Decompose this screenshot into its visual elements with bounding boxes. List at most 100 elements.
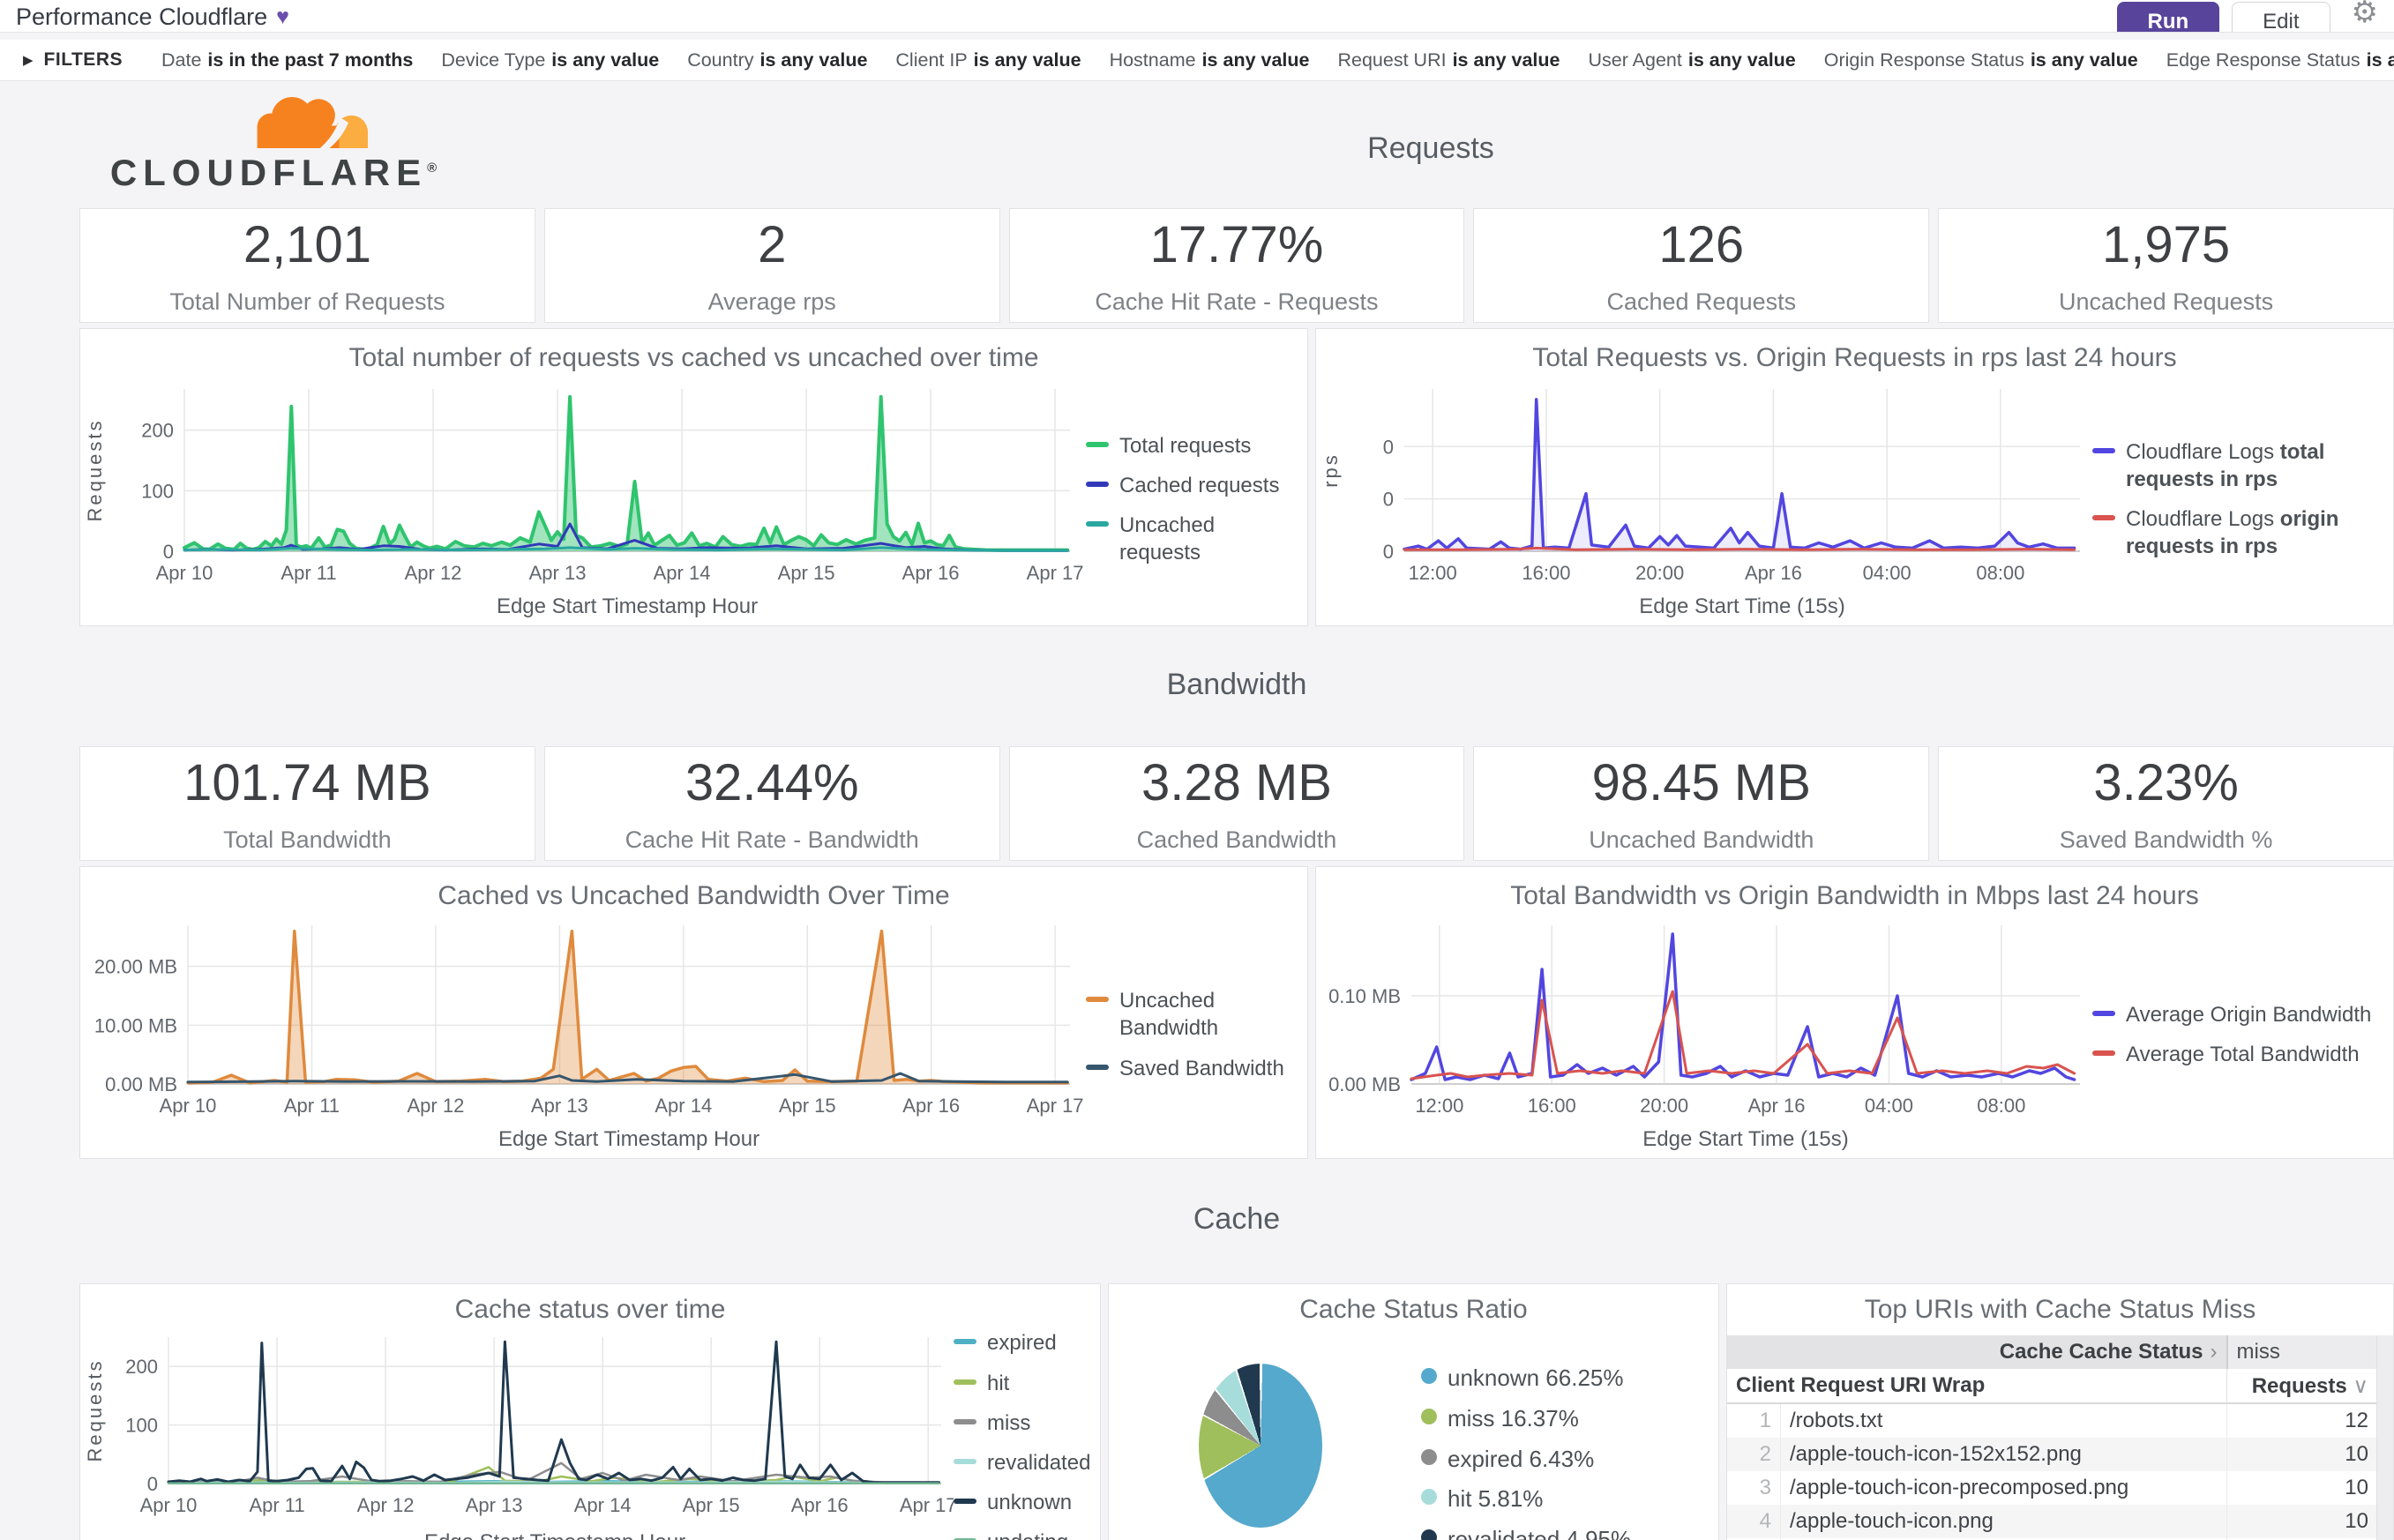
legend-item[interactable]: Saved Bandwidth [1086, 1055, 1300, 1082]
svg-text:Apr 13: Apr 13 [531, 1095, 588, 1117]
requests-kpi-row: 2,101 Total Number of Requests 2 Average r… [79, 208, 2394, 323]
legend-swatch-icon [1421, 1489, 1437, 1506]
edit-button[interactable]: Edit [2232, 2, 2330, 32]
svg-text:Apr 15: Apr 15 [683, 1494, 740, 1516]
gear-icon[interactable]: ⚙ [2351, 0, 2378, 29]
kpi-cached-requests: 126 Cached Requests [1473, 208, 1930, 323]
legend-item[interactable]: miss 16.37% [1421, 1404, 1711, 1434]
chart-title: Cached vs Uncached Bandwidth Over Time [438, 881, 950, 910]
legend-swatch-icon [954, 1379, 976, 1385]
filter-origin-response-status[interactable]: Origin Response Status is any value [1823, 49, 2138, 71]
requests-header-row: CLOUDFLARE® Requests [79, 91, 2394, 206]
legend-item[interactable]: hit 5.81% [1421, 1484, 1711, 1514]
pivot-value[interactable]: miss [2226, 1335, 2377, 1369]
cache-status-over-time-panel: Cache status over time Apr 10 Apr 11 Apr 1… [79, 1283, 1101, 1540]
section-title-bandwidth: Bandwidth [1166, 668, 1307, 701]
bandwidth-over-time-chart[interactable]: Apr 10 Apr 11 Apr 12 Apr 13 Apr 14 Apr 15 Apr … [80, 911, 1086, 1158]
legend-item[interactable]: Total requests [1086, 432, 1300, 460]
svg-text:Apr 10: Apr 10 [140, 1494, 198, 1516]
svg-text:16:00: 16:00 [1522, 562, 1570, 584]
chart-title: Cache status over time [454, 1295, 726, 1324]
kpi-average-rps: 2 Average rps [543, 208, 1000, 323]
cache-status-ratio-pie[interactable] [1199, 1364, 1322, 1528]
svg-text:08:00: 08:00 [1976, 562, 2024, 584]
filter-hostname[interactable]: Hostname is any value [1109, 49, 1310, 71]
svg-text:Apr 15: Apr 15 [779, 1095, 836, 1117]
column-header-requests[interactable]: Requests ∨ [2226, 1369, 2377, 1404]
legend-item[interactable]: unknown [954, 1489, 1093, 1516]
svg-text:20:00: 20:00 [1640, 1095, 1688, 1117]
run-button[interactable]: Run [2116, 2, 2220, 32]
pivot-header-row: Cache Cache Status › miss [1727, 1335, 2377, 1369]
svg-text:0: 0 [1383, 541, 1394, 563]
svg-text:Apr 17: Apr 17 [1027, 1095, 1084, 1117]
kpi-uncached-bandwidth: 98.45 MB Uncached Bandwidth [1473, 746, 1930, 861]
legend-item[interactable]: Uncached Bandwidth [1086, 987, 1300, 1042]
legend-swatch-icon [954, 1339, 976, 1345]
filter-client-ip[interactable]: Client IP is any value [895, 49, 1081, 71]
legend-item[interactable]: expired 6.43% [1421, 1445, 1711, 1475]
svg-text:Apr 17: Apr 17 [1027, 562, 1084, 584]
legend-item[interactable]: Cloudflare Logs total requests in rps [2092, 438, 2386, 493]
cloudflare-logo: CLOUDFLARE® [79, 91, 468, 206]
mbps-24h-chart[interactable]: 12:00 16:00 20:00 Apr 16 04:00 08:00 0.00 MB 0.… [1316, 911, 2092, 1158]
svg-text:0: 0 [147, 1473, 158, 1495]
legend-item[interactable]: revalidated 4.95% [1421, 1525, 1711, 1540]
svg-text:0.00 MB: 0.00 MB [105, 1073, 177, 1095]
filter-user-agent[interactable]: User Agent is any value [1588, 49, 1796, 71]
legend-item[interactable]: unknown 66.25% [1421, 1364, 1711, 1394]
legend-swatch-icon [1421, 1448, 1437, 1465]
legend-item[interactable]: miss [954, 1409, 1093, 1437]
legend-item[interactable]: Uncached requests [1086, 512, 1300, 566]
filter-bar: ▶ FILTERS Date is in the past 7 months De… [0, 40, 2394, 81]
legend-item[interactable]: revalidated [954, 1449, 1093, 1476]
kpi-cached-bandwidth: 3.28 MB Cached Bandwidth [1008, 746, 1465, 861]
legend-swatch-icon [1086, 441, 1109, 447]
rps-24h-chart[interactable]: 12:00 16:00 20:00 Apr 16 04:00 08:00 0 0 0 Edge S… [1316, 373, 2092, 625]
legend-swatch-icon [2092, 1010, 2115, 1016]
column-header-uri[interactable]: Client Request URI Wrap [1727, 1369, 2227, 1404]
legend-item[interactable]: expired [954, 1329, 1093, 1357]
svg-text:Edge Start Time (15s): Edge Start Time (15s) [1639, 594, 1844, 618]
column-header-row: Client Request URI Wrap Requests ∨ [1727, 1369, 2377, 1404]
svg-text:08:00: 08:00 [1977, 1095, 2025, 1117]
cloudflare-wordmark: CLOUDFLARE® [109, 152, 438, 193]
svg-text:Apr 14: Apr 14 [574, 1494, 632, 1516]
requests-over-time-chart[interactable]: Apr 10 Apr 11 Apr 12 Apr 13 Apr 14 Apr 15 Apr … [80, 373, 1086, 625]
kpi-uncached-requests: 1,975 Uncached Requests [1938, 208, 2394, 323]
cache-status-over-time-chart[interactable]: Apr 10 Apr 11 Apr 12 Apr 13 Apr 14 Apr 15 Apr … [80, 1325, 954, 1540]
svg-text:0: 0 [1383, 489, 1394, 511]
legend-item[interactable]: Average Total Bandwidth [2092, 1041, 2386, 1068]
filter-request-uri[interactable]: Request URI is any value [1337, 49, 1560, 71]
filter-country[interactable]: Country is any value [687, 49, 868, 71]
requests-over-time-panel: Total number of requests vs cached vs un… [79, 328, 1308, 626]
legend-label: Saved Bandwidth [1119, 1056, 1284, 1080]
legend-label: Average Origin Bandwidth [2126, 1002, 2372, 1027]
legend-item[interactable]: Average Origin Bandwidth [2092, 1001, 2386, 1028]
filters-expand-icon[interactable]: ▶ [23, 53, 34, 68]
legend-item[interactable]: Cached requests [1086, 472, 1300, 499]
legend-item[interactable]: hit [954, 1370, 1093, 1397]
table-row: 2/apple-touch-icon-152x152.png 10 [1727, 1438, 2377, 1471]
filter-date[interactable]: Date is in the past 7 months [161, 49, 414, 71]
requests-chart-row: Total number of requests vs cached vs un… [79, 328, 2394, 626]
svg-text:Apr 11: Apr 11 [281, 562, 336, 584]
mbps-24h-panel: Total Bandwidth vs Origin Bandwidth in M… [1315, 866, 2394, 1159]
legend-label: Average Total Bandwidth [2126, 1043, 2360, 1066]
table-title: Top URIs with Cache Status Miss [1864, 1295, 2256, 1324]
svg-text:100: 100 [141, 480, 174, 502]
filter-device-type[interactable]: Device Type is any value [441, 49, 660, 71]
table-scrollbar[interactable] [2376, 1335, 2393, 1540]
legend-swatch-icon [1421, 1368, 1437, 1384]
top-bar: Performance Cloudflare ♥ Run Edit ⚙ [0, 0, 2394, 33]
legend-item[interactable]: updating [954, 1529, 1093, 1540]
page-title-text: Performance Cloudflare [16, 3, 268, 30]
legend-swatch-icon [1086, 521, 1109, 527]
chart-title: Cache Status Ratio [1299, 1295, 1528, 1324]
legend-item[interactable]: Cloudflare Logs origin requests in rps [2092, 505, 2386, 560]
svg-text:0: 0 [163, 541, 174, 563]
legend-label: miss [987, 1410, 1031, 1435]
svg-text:Apr 13: Apr 13 [529, 562, 587, 584]
